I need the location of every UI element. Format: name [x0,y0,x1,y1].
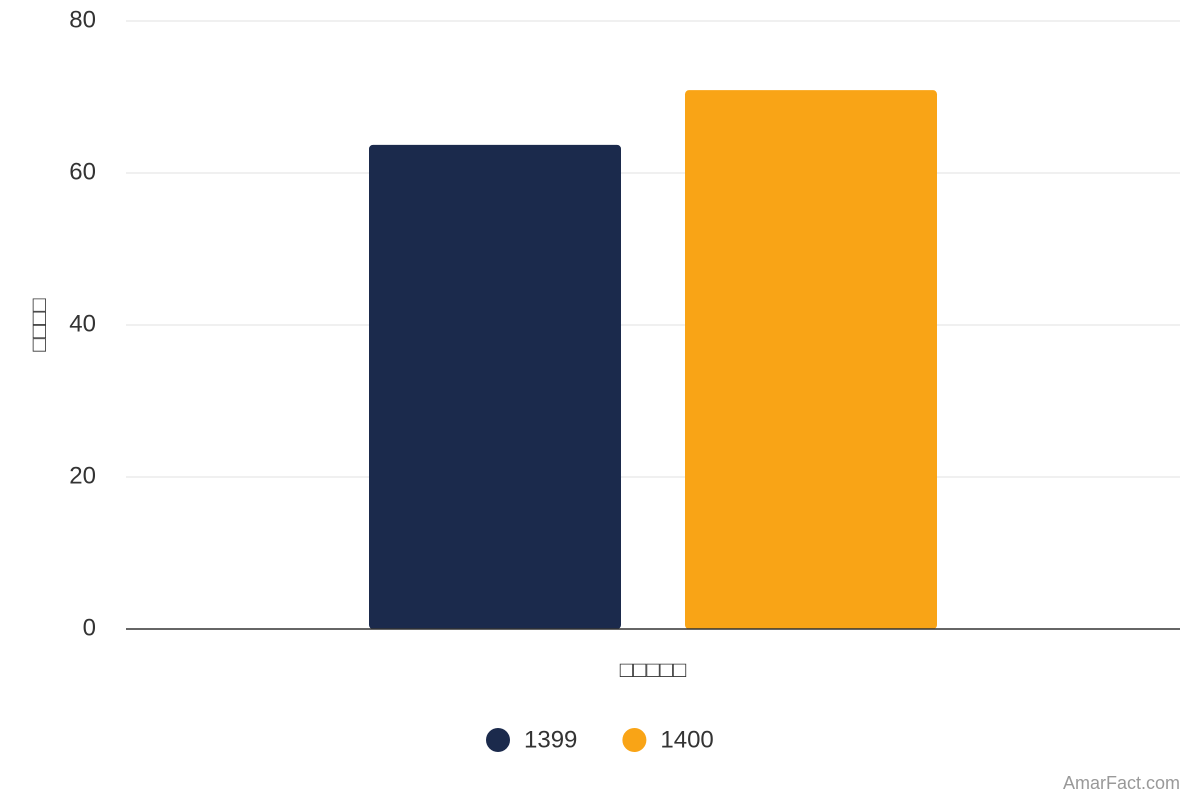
y-tick-label: 20 [69,462,96,489]
legend-label[interactable]: 1399 [524,726,577,753]
y-tick-label: 40 [69,310,96,337]
y-tick-label: 0 [83,614,96,641]
y-tick-label: 80 [69,6,96,33]
y-axis-title: □□□□ [26,298,51,351]
legend-marker [486,728,510,752]
legend-label[interactable]: 1400 [660,726,713,753]
bar [369,144,621,629]
credit: AmarFact.com [1063,773,1180,793]
x-tick-label: □□□□□ [620,657,686,682]
y-tick-label: 60 [69,158,96,185]
bar [685,90,937,629]
legend-marker [622,728,647,752]
